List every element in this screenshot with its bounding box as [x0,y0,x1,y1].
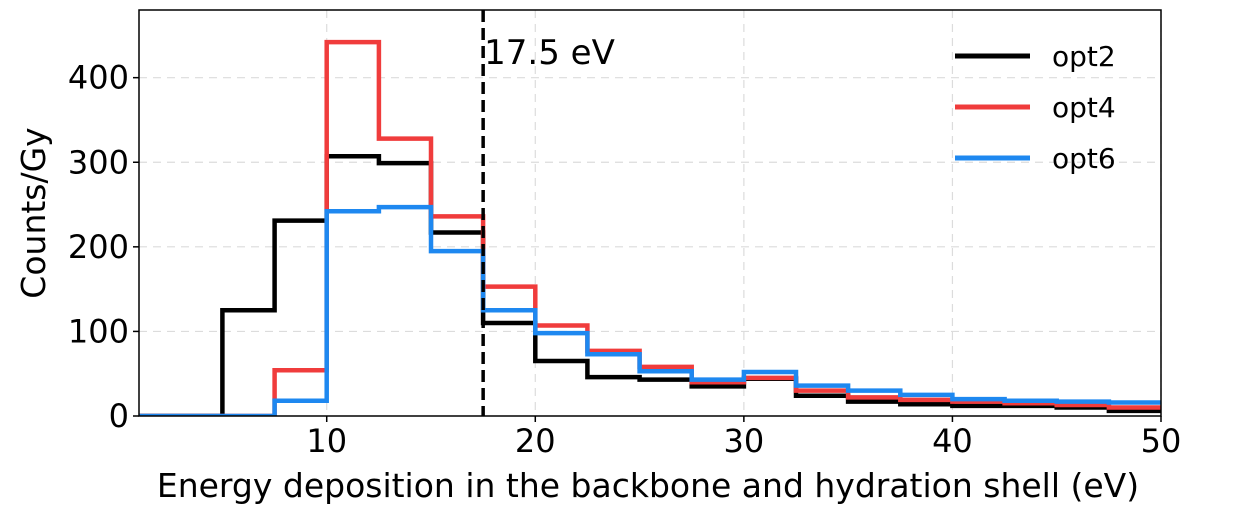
x-tick-label: 30 [723,422,764,460]
x-axis-label: Energy deposition in the backbone and hy… [157,466,1139,505]
y-tick-label: 300 [68,143,129,181]
y-tick-label: 100 [68,312,129,350]
x-tick-label: 50 [1141,422,1182,460]
legend: opt2 opt4 opt6 [955,40,1116,175]
plot-frame [138,9,1162,417]
legend-label-opt2: opt2 [1052,40,1116,73]
x-tick-label: 40 [932,422,973,460]
threshold-label: 17.5 eV [484,33,615,73]
series-opt4-line [139,39,1161,416]
y-axis-label: Counts/Gy [14,127,53,298]
y-tick-label: 400 [68,59,129,97]
series-opt6-line [139,204,1161,416]
legend-label-opt6: opt6 [1052,142,1116,175]
y-tick-label: 0 [109,397,129,435]
legend-label-opt4: opt4 [1052,91,1116,124]
x-tick-label: 10 [306,422,347,460]
x-tick-label: 20 [515,422,556,460]
series-layer [139,39,1161,416]
axis-ticks: 10 20 30 40 50 0 100 200 300 400 [68,59,1181,460]
y-tick-label: 200 [68,228,129,266]
